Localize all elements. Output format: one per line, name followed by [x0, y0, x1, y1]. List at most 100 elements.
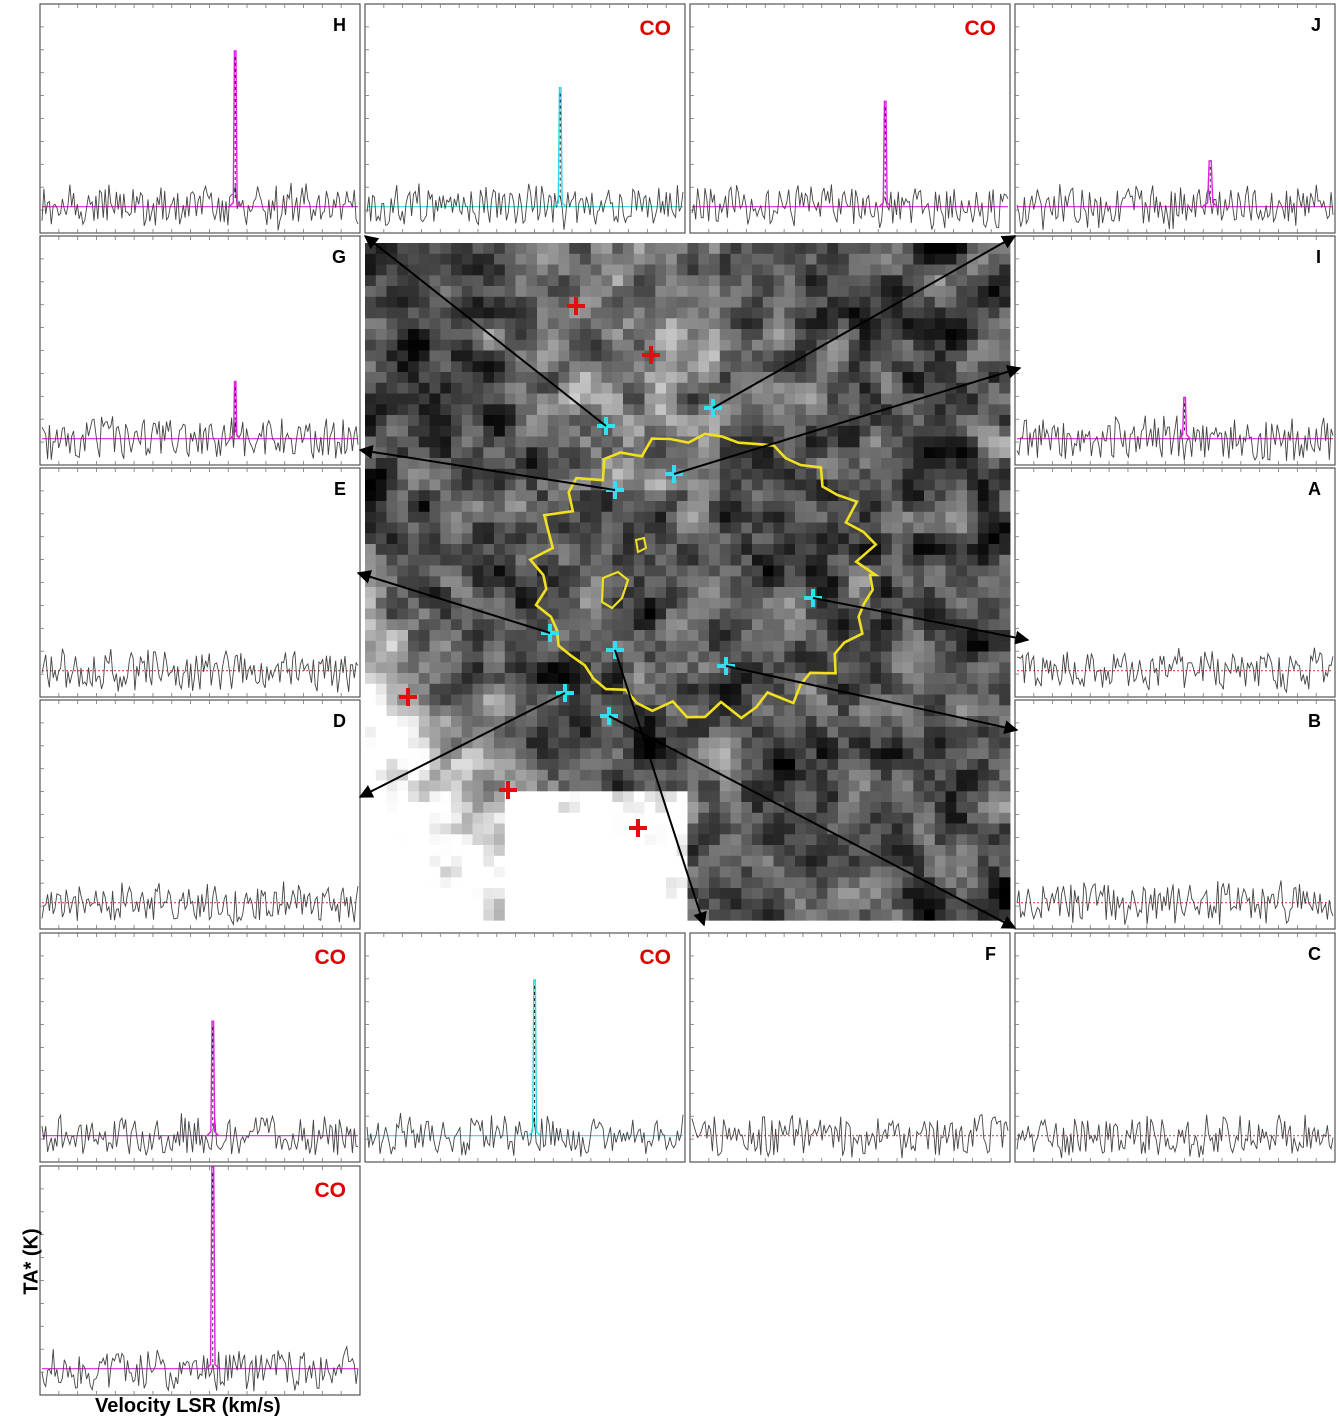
- map-pixel: [537, 382, 549, 394]
- map-pixel: [590, 909, 602, 921]
- map-pixel: [472, 425, 484, 437]
- map-pixel: [816, 382, 828, 394]
- map-pixel: [569, 243, 581, 255]
- map-pixel: [730, 329, 742, 341]
- map-pixel: [472, 630, 484, 642]
- map-pixel: [483, 683, 495, 695]
- map-pixel: [633, 565, 645, 577]
- map-pixel: [612, 576, 624, 588]
- map-pixel: [945, 468, 957, 480]
- map-pixel: [483, 522, 495, 534]
- map-pixel: [386, 565, 398, 577]
- map-pixel: [472, 447, 484, 459]
- map-pixel: [698, 802, 710, 814]
- map-pixel: [440, 759, 452, 771]
- map-pixel: [870, 264, 882, 276]
- map-pixel: [977, 791, 989, 803]
- map-pixel: [795, 501, 807, 513]
- map-pixel: [655, 501, 667, 513]
- map-pixel: [472, 587, 484, 599]
- map-pixel: [988, 705, 1000, 717]
- map-pixel: [451, 361, 463, 373]
- map-pixel: [827, 630, 839, 642]
- spectrum-noise: [41, 1344, 359, 1393]
- map-pixel: [483, 501, 495, 513]
- map-pixel: [687, 909, 699, 921]
- map-pixel: [795, 909, 807, 921]
- map-pixel: [633, 630, 645, 642]
- map-pixel: [515, 275, 527, 287]
- map-pixel: [547, 769, 559, 781]
- map-pixel: [590, 748, 602, 760]
- map-pixel: [494, 769, 506, 781]
- map-pixel: [590, 307, 602, 319]
- map-pixel: [838, 673, 850, 685]
- map-pixel: [795, 296, 807, 308]
- map-pixel: [408, 802, 420, 814]
- map-pixel: [870, 522, 882, 534]
- map-pixel: [461, 662, 473, 674]
- map-pixel: [644, 845, 656, 857]
- map-pixel: [569, 329, 581, 341]
- map-pixel: [913, 372, 925, 384]
- map-pixel: [633, 769, 645, 781]
- map-pixel: [924, 479, 936, 491]
- map-pixel: [891, 812, 903, 824]
- map-pixel: [580, 716, 592, 728]
- map-pixel: [408, 565, 420, 577]
- map-pixel: [483, 253, 495, 265]
- map-pixel: [472, 716, 484, 728]
- map-pixel: [644, 253, 656, 265]
- map-pixel: [386, 694, 398, 706]
- map-pixel: [784, 769, 796, 781]
- map-pixel: [418, 587, 430, 599]
- map-pixel: [526, 630, 538, 642]
- map-pixel: [881, 415, 893, 427]
- map-pixel: [967, 533, 979, 545]
- map-pixel: [870, 673, 882, 685]
- map-pixel: [558, 608, 570, 620]
- map-pixel: [870, 716, 882, 728]
- map-pixel: [483, 823, 495, 835]
- map-pixel: [386, 425, 398, 437]
- map-pixel: [429, 479, 441, 491]
- map-pixel: [418, 898, 430, 910]
- map-pixel: [526, 425, 538, 437]
- map-pixel: [805, 909, 817, 921]
- map-pixel: [859, 651, 871, 663]
- map-pixel: [805, 458, 817, 470]
- map-pixel: [741, 716, 753, 728]
- map-pixel: [537, 759, 549, 771]
- map-pixel: [709, 866, 721, 878]
- map-pixel: [977, 286, 989, 298]
- map-pixel: [408, 544, 420, 556]
- map-pixel: [752, 447, 764, 459]
- map-pixel: [440, 630, 452, 642]
- map-pixel: [891, 898, 903, 910]
- map-pixel: [795, 791, 807, 803]
- map-pixel: [709, 544, 721, 556]
- map-pixel: [795, 286, 807, 298]
- map-pixel: [945, 587, 957, 599]
- map-pixel: [891, 716, 903, 728]
- map-pixel: [730, 425, 742, 437]
- map-pixel: [999, 318, 1011, 330]
- map-pixel: [999, 877, 1011, 889]
- map-pixel: [590, 479, 602, 491]
- map-pixel: [913, 382, 925, 394]
- map-pixel: [730, 812, 742, 824]
- map-pixel: [827, 436, 839, 448]
- map-pixel: [483, 243, 495, 255]
- map-pixel: [934, 726, 946, 738]
- map-pixel: [956, 382, 968, 394]
- map-pixel: [730, 888, 742, 900]
- map-pixel: [827, 877, 839, 889]
- map-pixel: [687, 716, 699, 728]
- map-pixel: [709, 791, 721, 803]
- map-pixel: [375, 296, 387, 308]
- map-pixel: [730, 748, 742, 760]
- map-pixel: [461, 468, 473, 480]
- map-pixel: [881, 823, 893, 835]
- map-pixel: [848, 318, 860, 330]
- map-pixel: [451, 329, 463, 341]
